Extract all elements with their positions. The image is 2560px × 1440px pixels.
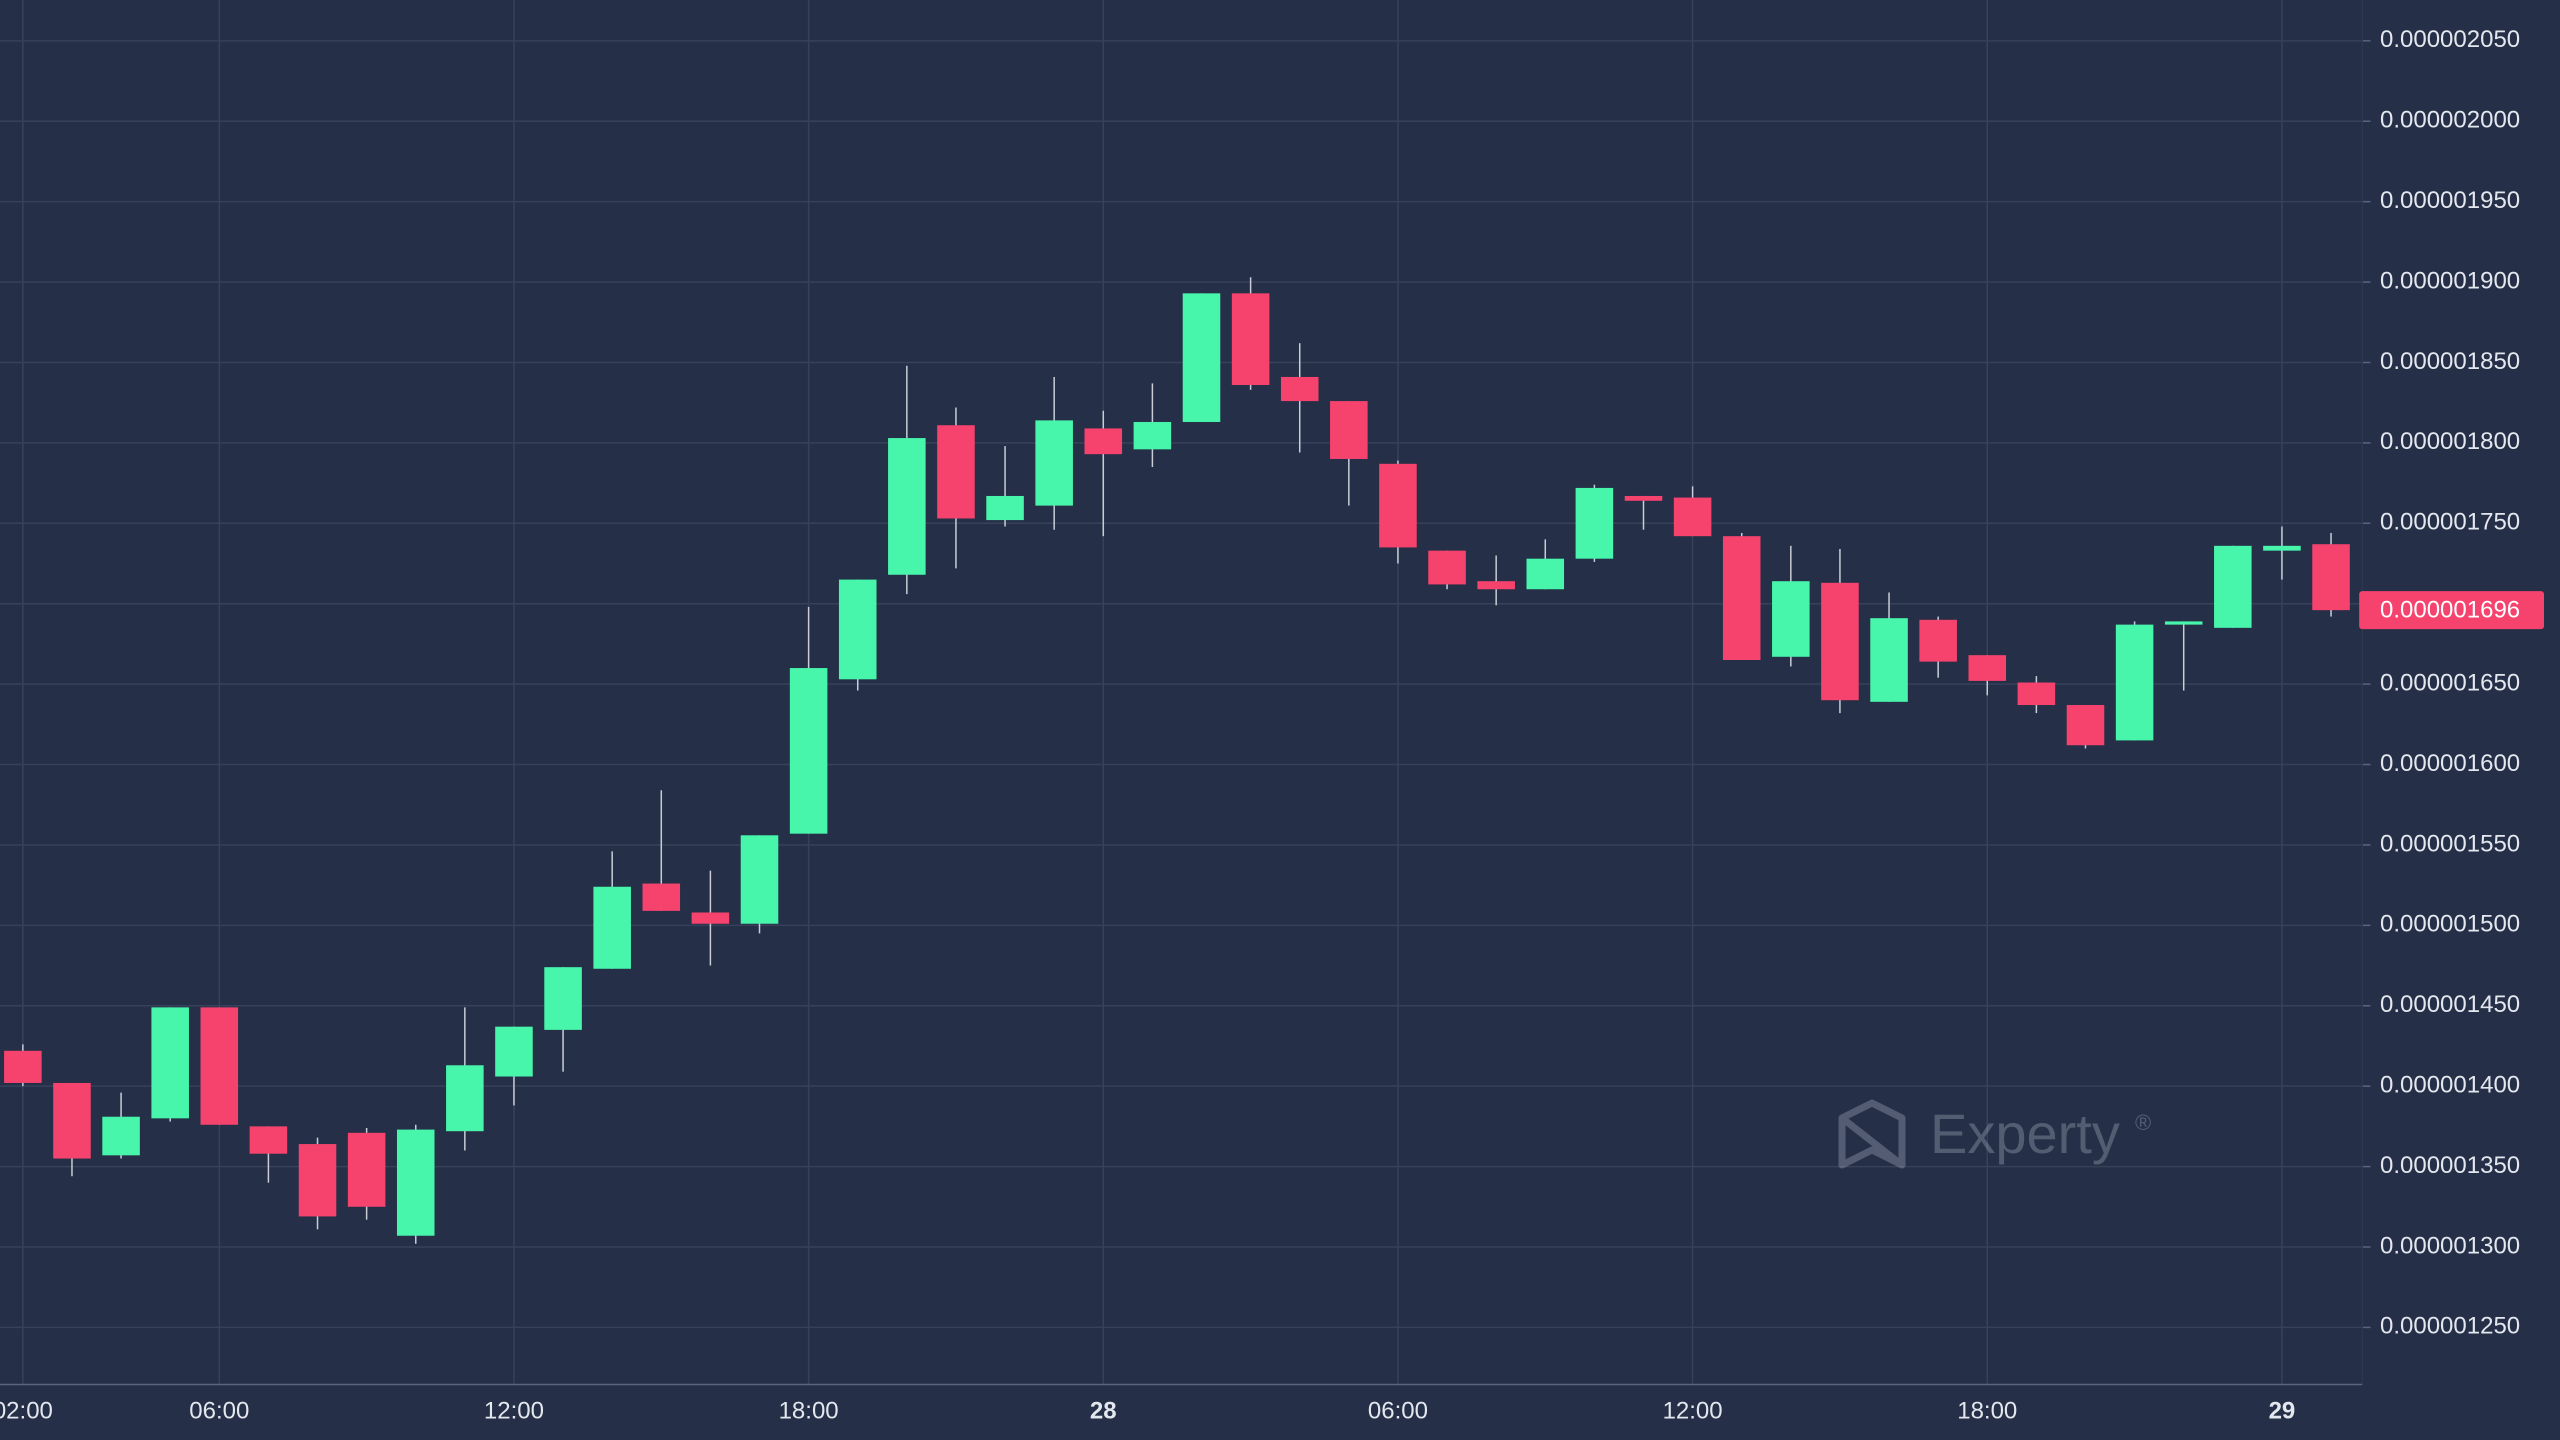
candle-body [740, 835, 779, 924]
candle-body [200, 1007, 239, 1125]
candle-body [2017, 682, 2056, 706]
candle-body [1035, 420, 1073, 506]
candle-body [1133, 421, 1172, 450]
candle-body [544, 967, 582, 1030]
candle-body [53, 1082, 91, 1159]
candle-body [1772, 581, 1810, 657]
candle-body [789, 668, 828, 834]
y-tick-label: 0.000001250 [2380, 1313, 2520, 1340]
candle-body [1231, 293, 1270, 386]
last-price-label: 0.000001696 [2380, 596, 2520, 623]
candle-body [495, 1026, 533, 1077]
y-tick-label: 0.000001500 [2380, 911, 2520, 938]
y-tick-label: 0.000001750 [2380, 509, 2520, 536]
x-tick-label: 18:00 [779, 1398, 839, 1425]
y-tick-label: 0.000001950 [2380, 187, 2520, 214]
last-price-tag [2359, 591, 2544, 630]
x-tick-label: 06:00 [1368, 1398, 1428, 1425]
x-tick-label: 29 [2269, 1398, 2296, 1425]
candle-body [1330, 401, 1368, 459]
candle-body [1870, 618, 1908, 702]
y-tick-label: 0.000001900 [2380, 267, 2520, 294]
y-tick-label: 0.000001550 [2380, 830, 2520, 857]
watermark-logo [1838, 1099, 1906, 1169]
candle-body [1526, 558, 1565, 590]
candle-body [1722, 536, 1761, 661]
candle-body [888, 438, 926, 575]
candle-body [593, 886, 631, 969]
x-tick-label: 28 [1090, 1398, 1117, 1425]
candle-body [102, 1116, 140, 1156]
x-tick-label: 12:00 [484, 1398, 544, 1425]
candle-body [2312, 544, 2350, 611]
candle-body [1280, 376, 1319, 402]
y-tick-label: 0.000002050 [2380, 26, 2520, 53]
watermark-mark: ® [2135, 1110, 2151, 1135]
candle-body [2115, 624, 2154, 741]
candle-body [1428, 550, 1466, 585]
y-tick-label: 0.000001450 [2380, 991, 2520, 1018]
y-tick-label: 0.000001300 [2380, 1232, 2520, 1259]
y-tick-label: 0.000001400 [2380, 1072, 2520, 1099]
watermark: Experty ® [1838, 1099, 2151, 1169]
y-tick-label: 0.000001600 [2380, 750, 2520, 777]
candle-body [1379, 463, 1417, 548]
x-tick-label: 12:00 [1663, 1398, 1723, 1425]
candle-body [2066, 705, 2105, 746]
candle-body [446, 1065, 484, 1132]
candle-body [1084, 428, 1123, 455]
x-tick-label: 18:00 [1957, 1398, 2017, 1425]
candle-body [347, 1132, 386, 1207]
candle-body [249, 1126, 288, 1154]
x-tick-label: 02:00 [0, 1398, 53, 1425]
y-tick-label: 0.000001350 [2380, 1152, 2520, 1179]
candle-body [838, 579, 877, 680]
candle-body [396, 1129, 435, 1236]
watermark-text: Experty [1930, 1102, 2120, 1165]
candle-body [937, 425, 975, 519]
y-tick-label: 0.000001800 [2380, 428, 2520, 455]
candle-body [691, 912, 730, 924]
candle-body [1575, 487, 1614, 559]
candle-body [2214, 545, 2252, 628]
y-tick-label: 0.000001850 [2380, 348, 2520, 375]
candle-body [1919, 619, 1957, 662]
candle-body [1182, 293, 1221, 422]
y-tick-label: 0.000002000 [2380, 107, 2520, 134]
candle-body [986, 495, 1024, 521]
plot [4, 277, 2350, 1244]
candle-body [1821, 582, 1859, 701]
candle-body [1968, 655, 2007, 681]
x-tick-label: 06:00 [189, 1398, 249, 1425]
candle-body [2164, 621, 2203, 625]
candle-body [1673, 497, 1712, 537]
candle-body [2263, 545, 2301, 551]
candle-body [1624, 495, 1663, 501]
y-tick-label: 0.000001650 [2380, 669, 2520, 696]
candle-body [1477, 581, 1515, 590]
candle-body [4, 1050, 42, 1083]
candle-body [642, 883, 681, 911]
candle-body [298, 1144, 337, 1217]
candle-body [151, 1007, 189, 1119]
